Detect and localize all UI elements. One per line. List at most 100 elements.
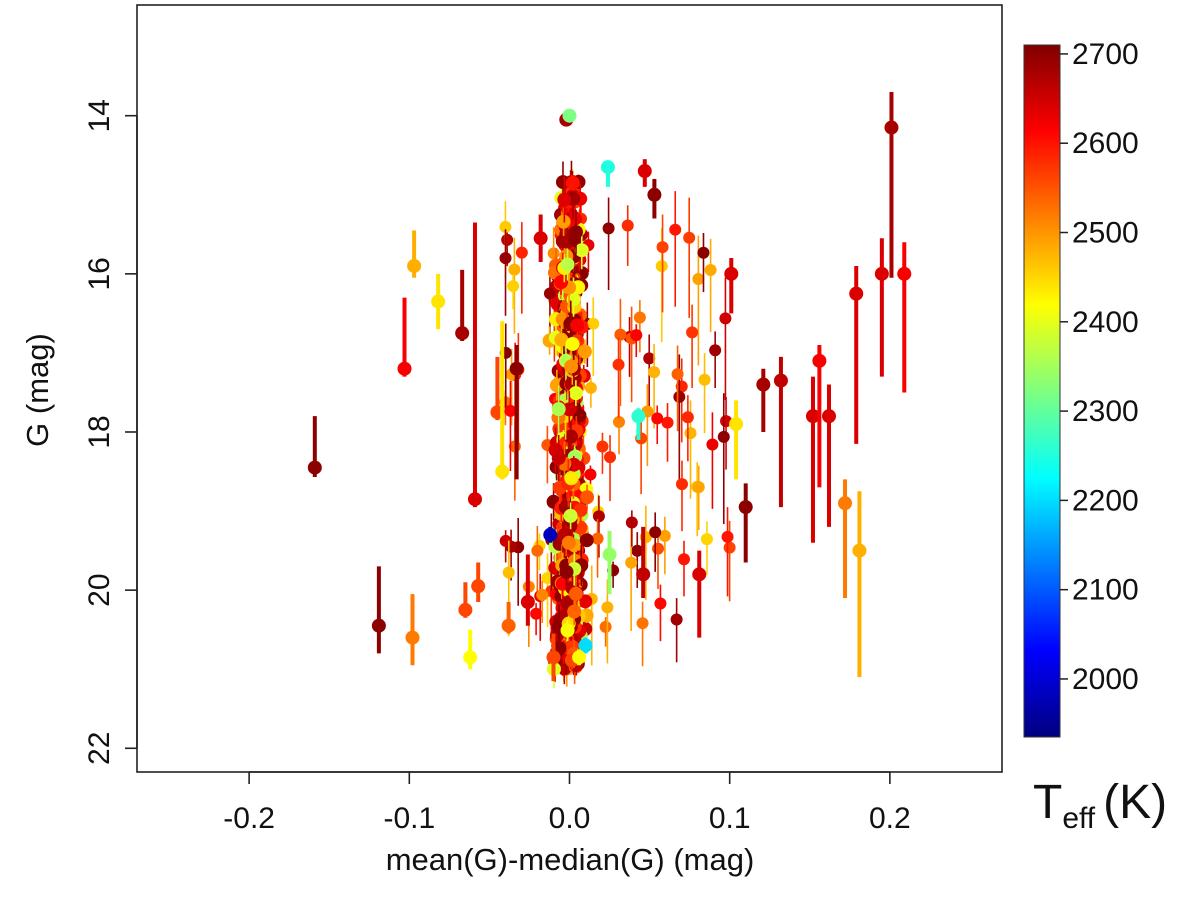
y-tick-label: 14 — [83, 99, 116, 132]
data-point — [717, 430, 730, 443]
colorbar-title-main: T — [1033, 776, 1062, 829]
data-point — [578, 594, 593, 609]
data-point — [560, 623, 575, 638]
data-point — [614, 328, 627, 341]
colorbar-title: Teff (K) — [1033, 776, 1167, 835]
data-point — [543, 527, 558, 542]
data-point — [709, 344, 722, 357]
data-point — [455, 326, 470, 341]
data-point — [572, 650, 587, 665]
data-point — [658, 529, 671, 542]
y-tick-label: 16 — [83, 257, 116, 290]
data-point — [684, 427, 697, 440]
colorbar-tick-label: 2400 — [1072, 306, 1139, 339]
data-point — [738, 500, 753, 515]
data-point — [812, 353, 827, 368]
data-point — [584, 468, 597, 481]
data-point — [631, 409, 646, 424]
data-point — [467, 492, 482, 507]
colorbar-tick-label: 2600 — [1072, 127, 1139, 160]
x-tick-label: 0.0 — [549, 802, 591, 835]
data-point — [559, 564, 574, 579]
y-tick-label: 20 — [83, 573, 116, 606]
data-point — [697, 246, 710, 259]
x-axis-title: mean(G)-median(G) (mag) — [386, 842, 755, 877]
data-point — [601, 601, 614, 614]
data-point — [533, 231, 548, 246]
data-point — [704, 263, 717, 276]
data-point — [648, 366, 661, 379]
data-point — [636, 617, 649, 630]
data-point — [565, 336, 580, 351]
data-point — [673, 390, 686, 403]
data-point — [602, 222, 615, 235]
data-point — [651, 412, 664, 425]
data-point — [756, 377, 771, 392]
data-point — [649, 526, 662, 539]
data-point — [706, 438, 719, 451]
colorbar-tick-label: 2700 — [1072, 38, 1139, 71]
data-point — [671, 368, 684, 381]
x-tick-label: 0.1 — [709, 802, 751, 835]
data-point — [570, 318, 585, 333]
data-point — [543, 287, 556, 300]
data-point — [577, 344, 592, 359]
data-point — [584, 381, 597, 394]
y-tick-label: 22 — [83, 732, 116, 765]
y-axis: 14 16 18 20 22 — [83, 99, 138, 765]
data-point — [551, 402, 566, 417]
data-point — [822, 409, 836, 424]
data-point — [692, 481, 705, 494]
data-point — [692, 272, 705, 285]
data-point — [625, 556, 638, 569]
data-point — [560, 257, 575, 272]
data-point — [670, 613, 683, 626]
data-point — [654, 597, 667, 610]
data-point — [554, 275, 569, 290]
data-point — [661, 416, 674, 429]
data-point — [625, 516, 638, 529]
data-point — [578, 638, 593, 653]
colorbar: 2000 2100 2200 2300 2400 2500 2600 2700 Teff (K) — [1023, 38, 1167, 835]
data-point — [884, 120, 899, 135]
colorbar-ticks: 2000 2100 2200 2300 2400 2500 2600 2700 — [1060, 38, 1139, 696]
data-point — [471, 579, 486, 594]
data-point — [721, 530, 734, 543]
data-point — [499, 534, 512, 547]
data-point — [565, 175, 580, 190]
data-point — [567, 604, 582, 619]
data-point — [596, 440, 609, 453]
y-tick-label: 18 — [83, 415, 116, 448]
data-point — [547, 247, 560, 260]
data-point — [569, 225, 584, 240]
data-point — [554, 332, 569, 347]
data-point — [562, 402, 577, 417]
data-point — [563, 508, 578, 523]
data-point — [612, 358, 625, 371]
colorbar-tick-label: 2100 — [1072, 574, 1139, 607]
colorbar-tick-label: 2200 — [1072, 484, 1139, 517]
data-point — [580, 490, 595, 505]
data-point — [458, 602, 473, 617]
data-point — [683, 231, 696, 244]
data-point — [507, 280, 520, 293]
data-point — [574, 243, 589, 258]
data-point — [636, 567, 651, 582]
data-point — [600, 160, 615, 175]
data-point — [501, 618, 516, 633]
data-point — [592, 510, 605, 523]
data-point — [567, 211, 582, 226]
data-point — [546, 650, 561, 665]
x-tick-label: -0.1 — [383, 802, 435, 835]
data-point — [724, 266, 739, 281]
data-point — [637, 164, 652, 179]
x-tick-label: 0.2 — [869, 802, 911, 835]
data-point — [686, 326, 699, 339]
data-point — [874, 266, 889, 281]
data-point — [579, 533, 594, 548]
data-point — [561, 535, 576, 550]
data-point — [562, 108, 577, 123]
data-point — [621, 219, 634, 232]
data-point — [405, 630, 420, 645]
